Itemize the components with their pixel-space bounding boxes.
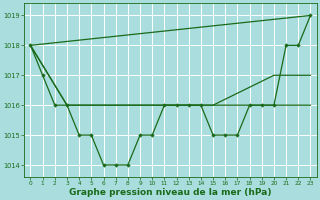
X-axis label: Graphe pression niveau de la mer (hPa): Graphe pression niveau de la mer (hPa)	[69, 188, 272, 197]
